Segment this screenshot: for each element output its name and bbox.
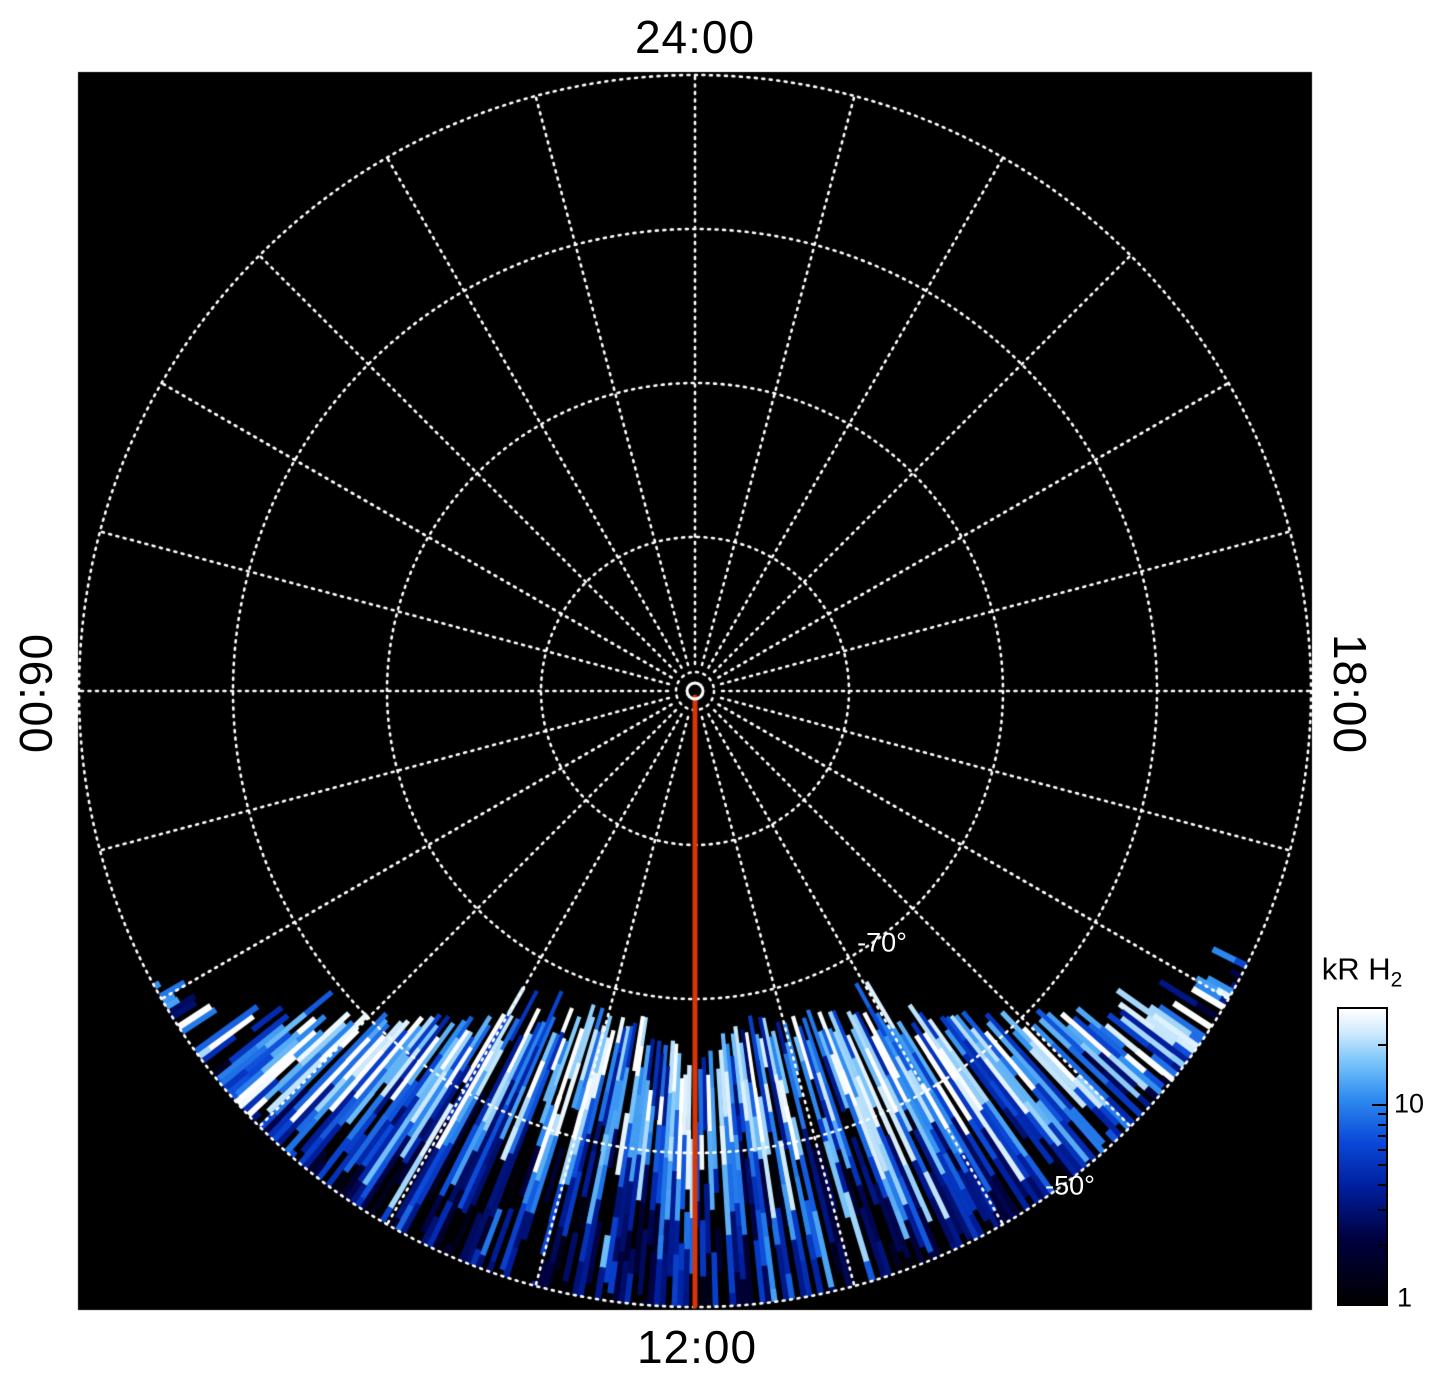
colorbar-title-subscript: 2 — [1390, 968, 1403, 992]
colorbar-tick-label-1: 1 — [1397, 1282, 1413, 1313]
latitude-ring-label-70: -70° — [857, 927, 907, 958]
colorbar-tick — [1372, 1302, 1386, 1304]
colorbar-title: kR H2 — [1322, 951, 1403, 992]
colorbar-gradient — [1337, 1007, 1388, 1306]
colorbar-tick — [1378, 1113, 1386, 1116]
colorbar-tick — [1372, 1104, 1386, 1107]
hour-label-1200: 12:00 — [636, 1321, 758, 1373]
colorbar-tick — [1378, 1148, 1386, 1151]
latitude-ring-label-50: -50° — [1045, 1170, 1095, 1201]
hour-label-2400: 24:00 — [634, 11, 756, 63]
colorbar-title-main: kR H — [1321, 951, 1391, 987]
colorbar-tick — [1378, 1183, 1386, 1186]
colorbar-tick — [1378, 1208, 1386, 1211]
colorbar-tick — [1378, 1164, 1386, 1167]
colorbar-tick — [1378, 1243, 1386, 1246]
colorbar-tick-label-10: 10 — [1394, 1088, 1425, 1119]
colorbar-tick — [1378, 1123, 1386, 1126]
hour-label-0600: 06:00 — [10, 633, 62, 755]
hour-label-1800: 18:00 — [1324, 633, 1376, 755]
colorbar-tick — [1378, 1044, 1386, 1047]
colorbar-tick — [1378, 1135, 1386, 1138]
